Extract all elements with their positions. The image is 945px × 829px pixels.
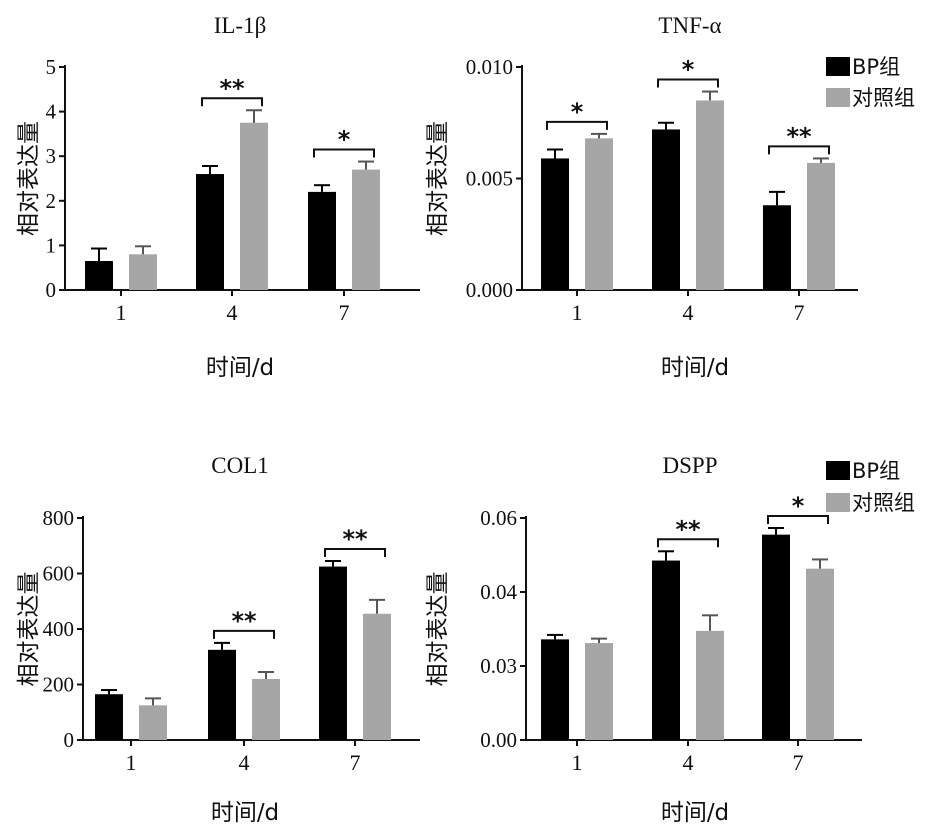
chart-title: DSPP: [663, 453, 718, 478]
bar-bp-day-1: [541, 639, 569, 740]
chart-title: COL1: [211, 453, 269, 478]
y-tick-label: 0.00: [480, 728, 517, 752]
y-tick-label: 400: [43, 617, 75, 641]
bar-bp-day-1: [95, 694, 123, 740]
significance-bracket: [657, 538, 719, 548]
legend-label-control: 对照组: [852, 86, 915, 110]
legend-label-bp: BP组: [852, 459, 900, 483]
x-tick-label: 7: [350, 750, 361, 775]
bar-bp-day-7: [763, 205, 791, 290]
significance-bracket: [768, 145, 830, 155]
y-tick-label: 200: [43, 673, 75, 697]
x-tick-label: 4: [683, 300, 694, 325]
y-tick-label: 0: [64, 728, 75, 752]
significance-bracket: [313, 148, 375, 158]
y-tick-label: 0: [46, 278, 57, 302]
bar-control-day-4: [252, 678, 280, 740]
x-tick-label: 1: [572, 300, 583, 325]
bar-control-day-1: [129, 254, 157, 290]
x-tick-label: 7: [793, 750, 804, 775]
x-tick-label: 1: [126, 750, 137, 775]
significance-bracket: [201, 97, 263, 107]
bar-control-day-1: [585, 643, 613, 740]
significance-label: **: [675, 515, 701, 543]
y-axis-label: 相对表达量: [425, 121, 451, 236]
y-tick-label: 600: [43, 562, 75, 586]
bar-bp-day-4: [652, 560, 680, 740]
significance-label: **: [786, 122, 812, 150]
bar-control-day-1: [139, 705, 167, 740]
legend-swatch-control: [826, 493, 850, 512]
x-axis-label: 时间/d: [661, 800, 729, 826]
significance-label: **: [231, 607, 257, 635]
x-axis-label: 时间/d: [661, 355, 729, 381]
significance-label: *: [338, 126, 351, 154]
bar-bp-day-1: [85, 261, 113, 290]
legend-label-control: 对照组: [852, 491, 915, 515]
y-axis-label: 相对表达量: [16, 121, 42, 236]
bar-bp-day-1: [541, 158, 569, 290]
x-tick-label: 1: [572, 750, 583, 775]
x-tick-label: 7: [339, 300, 350, 325]
y-tick-label: 5: [46, 55, 57, 79]
bar-control-day-7: [806, 568, 834, 740]
x-tick-label: 4: [227, 300, 238, 325]
x-tick-label: 4: [239, 750, 250, 775]
y-tick-label: 0.005: [466, 167, 513, 191]
legend-swatch-bp: [826, 461, 850, 480]
bar-control-day-4: [696, 630, 724, 740]
bar-bp-day-7: [308, 191, 336, 290]
y-tick-label: 1: [46, 233, 57, 257]
y-tick-label: 0.010: [466, 55, 513, 79]
y-tick-label: 2: [46, 189, 57, 213]
x-axis-label: 时间/d: [211, 800, 279, 826]
significance-bracket: [213, 629, 275, 639]
bar-control-day-7: [352, 169, 380, 290]
legend-swatch-control: [826, 88, 850, 107]
significance-bracket: [657, 78, 719, 88]
y-tick-label: 3: [46, 144, 57, 168]
bar-control-day-1: [585, 138, 613, 290]
chart-title: TNF-α: [658, 13, 721, 38]
y-tick-label: 0.03: [480, 654, 517, 678]
legend-label-bp: BP组: [852, 55, 900, 79]
bar-bp-day-7: [762, 534, 790, 740]
y-tick-label: 0.06: [480, 506, 517, 530]
significance-label: *: [571, 98, 584, 126]
bar-control-day-4: [696, 100, 724, 290]
significance-label: *: [792, 492, 805, 520]
y-tick-label: 800: [43, 506, 75, 530]
significance-label: *: [682, 56, 695, 84]
significance-label: **: [342, 525, 368, 553]
y-axis-label: 相对表达量: [425, 572, 451, 687]
y-tick-label: 4: [46, 100, 57, 124]
y-tick-label: 0.04: [480, 580, 517, 604]
x-tick-label: 4: [683, 750, 694, 775]
x-tick-label: 1: [116, 300, 127, 325]
y-tick-label: 0.000: [466, 278, 513, 302]
bar-control-day-7: [363, 613, 391, 740]
significance-label: **: [219, 74, 245, 102]
bar-control-day-4: [240, 122, 268, 290]
chart-title: IL-1β: [214, 13, 267, 38]
significance-bracket: [324, 548, 386, 558]
x-axis-label: 时间/d: [206, 355, 274, 381]
bar-bp-day-4: [208, 649, 236, 740]
bar-bp-day-4: [652, 129, 680, 290]
bar-bp-day-7: [319, 566, 347, 740]
significance-bracket: [546, 120, 608, 130]
significance-bracket: [767, 514, 829, 524]
y-axis-label: 相对表达量: [16, 572, 42, 687]
x-tick-label: 7: [794, 300, 805, 325]
legend-swatch-bp: [826, 57, 850, 76]
bar-bp-day-4: [196, 174, 224, 290]
bar-control-day-7: [807, 162, 835, 290]
